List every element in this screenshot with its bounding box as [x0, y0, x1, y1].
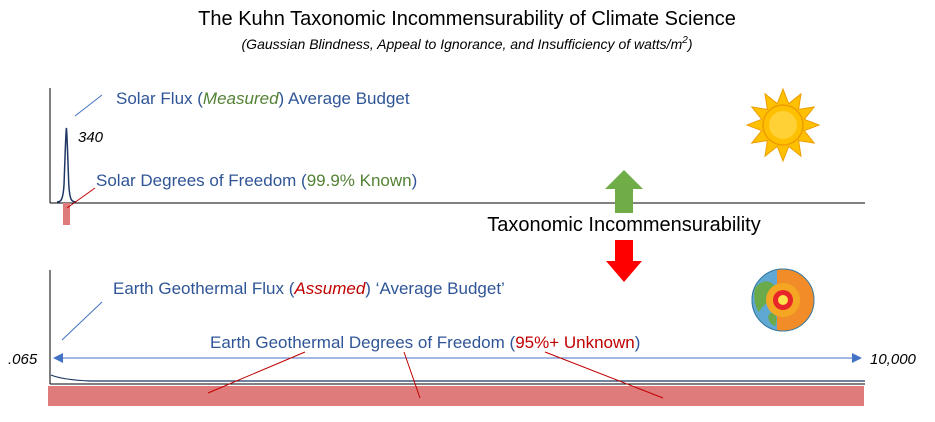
- solar-flux-label: Solar Flux (Measured) Average Budget: [116, 89, 410, 108]
- geo-dof-label: Earth Geothermal Degrees of Freedom (95%…: [210, 333, 640, 352]
- solar-dof-highlight: 99.9% Known: [307, 171, 412, 190]
- geo-flux-curve: [50, 374, 865, 382]
- geo-flux-leader: [61, 301, 103, 341]
- geo-range-arrow-right: [852, 353, 862, 363]
- solar-panel: 340 Solar Flux (Measured) Average Budget…: [49, 88, 865, 225]
- page-subtitle: (Gaussian Blindness, Appeal to Ignorance…: [242, 35, 693, 52]
- sun-icon: [745, 87, 821, 163]
- down-arrow-icon: [606, 240, 642, 282]
- geo-range-max: 10,000: [870, 351, 917, 368]
- geo-dof-leader-left: [207, 351, 306, 394]
- solar-flux-leader: [74, 94, 103, 117]
- geo-range-min: .065: [8, 351, 38, 368]
- geo-flux-label: Earth Geothermal Flux (Assumed) ‘Average…: [113, 279, 505, 298]
- geo-dof-bar: [48, 386, 864, 406]
- page-title: The Kuhn Taxonomic Incommensurability of…: [198, 8, 736, 30]
- geothermal-panel: .065 10,000 Earth Geothermal Flux (Assum…: [8, 270, 917, 406]
- geo-dof-highlight: 95%+ Unknown: [515, 333, 635, 352]
- geo-flux-highlight: Assumed: [293, 279, 365, 298]
- solar-dof-leader: [66, 187, 96, 209]
- geo-range-arrow-left: [53, 353, 63, 363]
- solar-peak-curve: [56, 127, 77, 203]
- solar-flux-highlight: Measured: [203, 89, 279, 108]
- subtitle-superscript: 2: [681, 35, 688, 46]
- earth-cross-section-icon: [751, 268, 815, 332]
- center-label: Taxonomic Incommensurability: [487, 214, 760, 236]
- geo-dof-leader-right: [544, 351, 664, 399]
- solar-peak-value: 340: [78, 129, 104, 146]
- up-arrow-icon: [605, 170, 643, 213]
- subtitle-text: (Gaussian Blindness, Appeal to Ignorance…: [242, 36, 683, 52]
- solar-dof-bar: [63, 203, 70, 225]
- subtitle-closing: ): [686, 36, 693, 52]
- solar-dof-label: Solar Degrees of Freedom (99.9% Known): [96, 171, 417, 190]
- geo-dof-leader-middle: [403, 351, 421, 399]
